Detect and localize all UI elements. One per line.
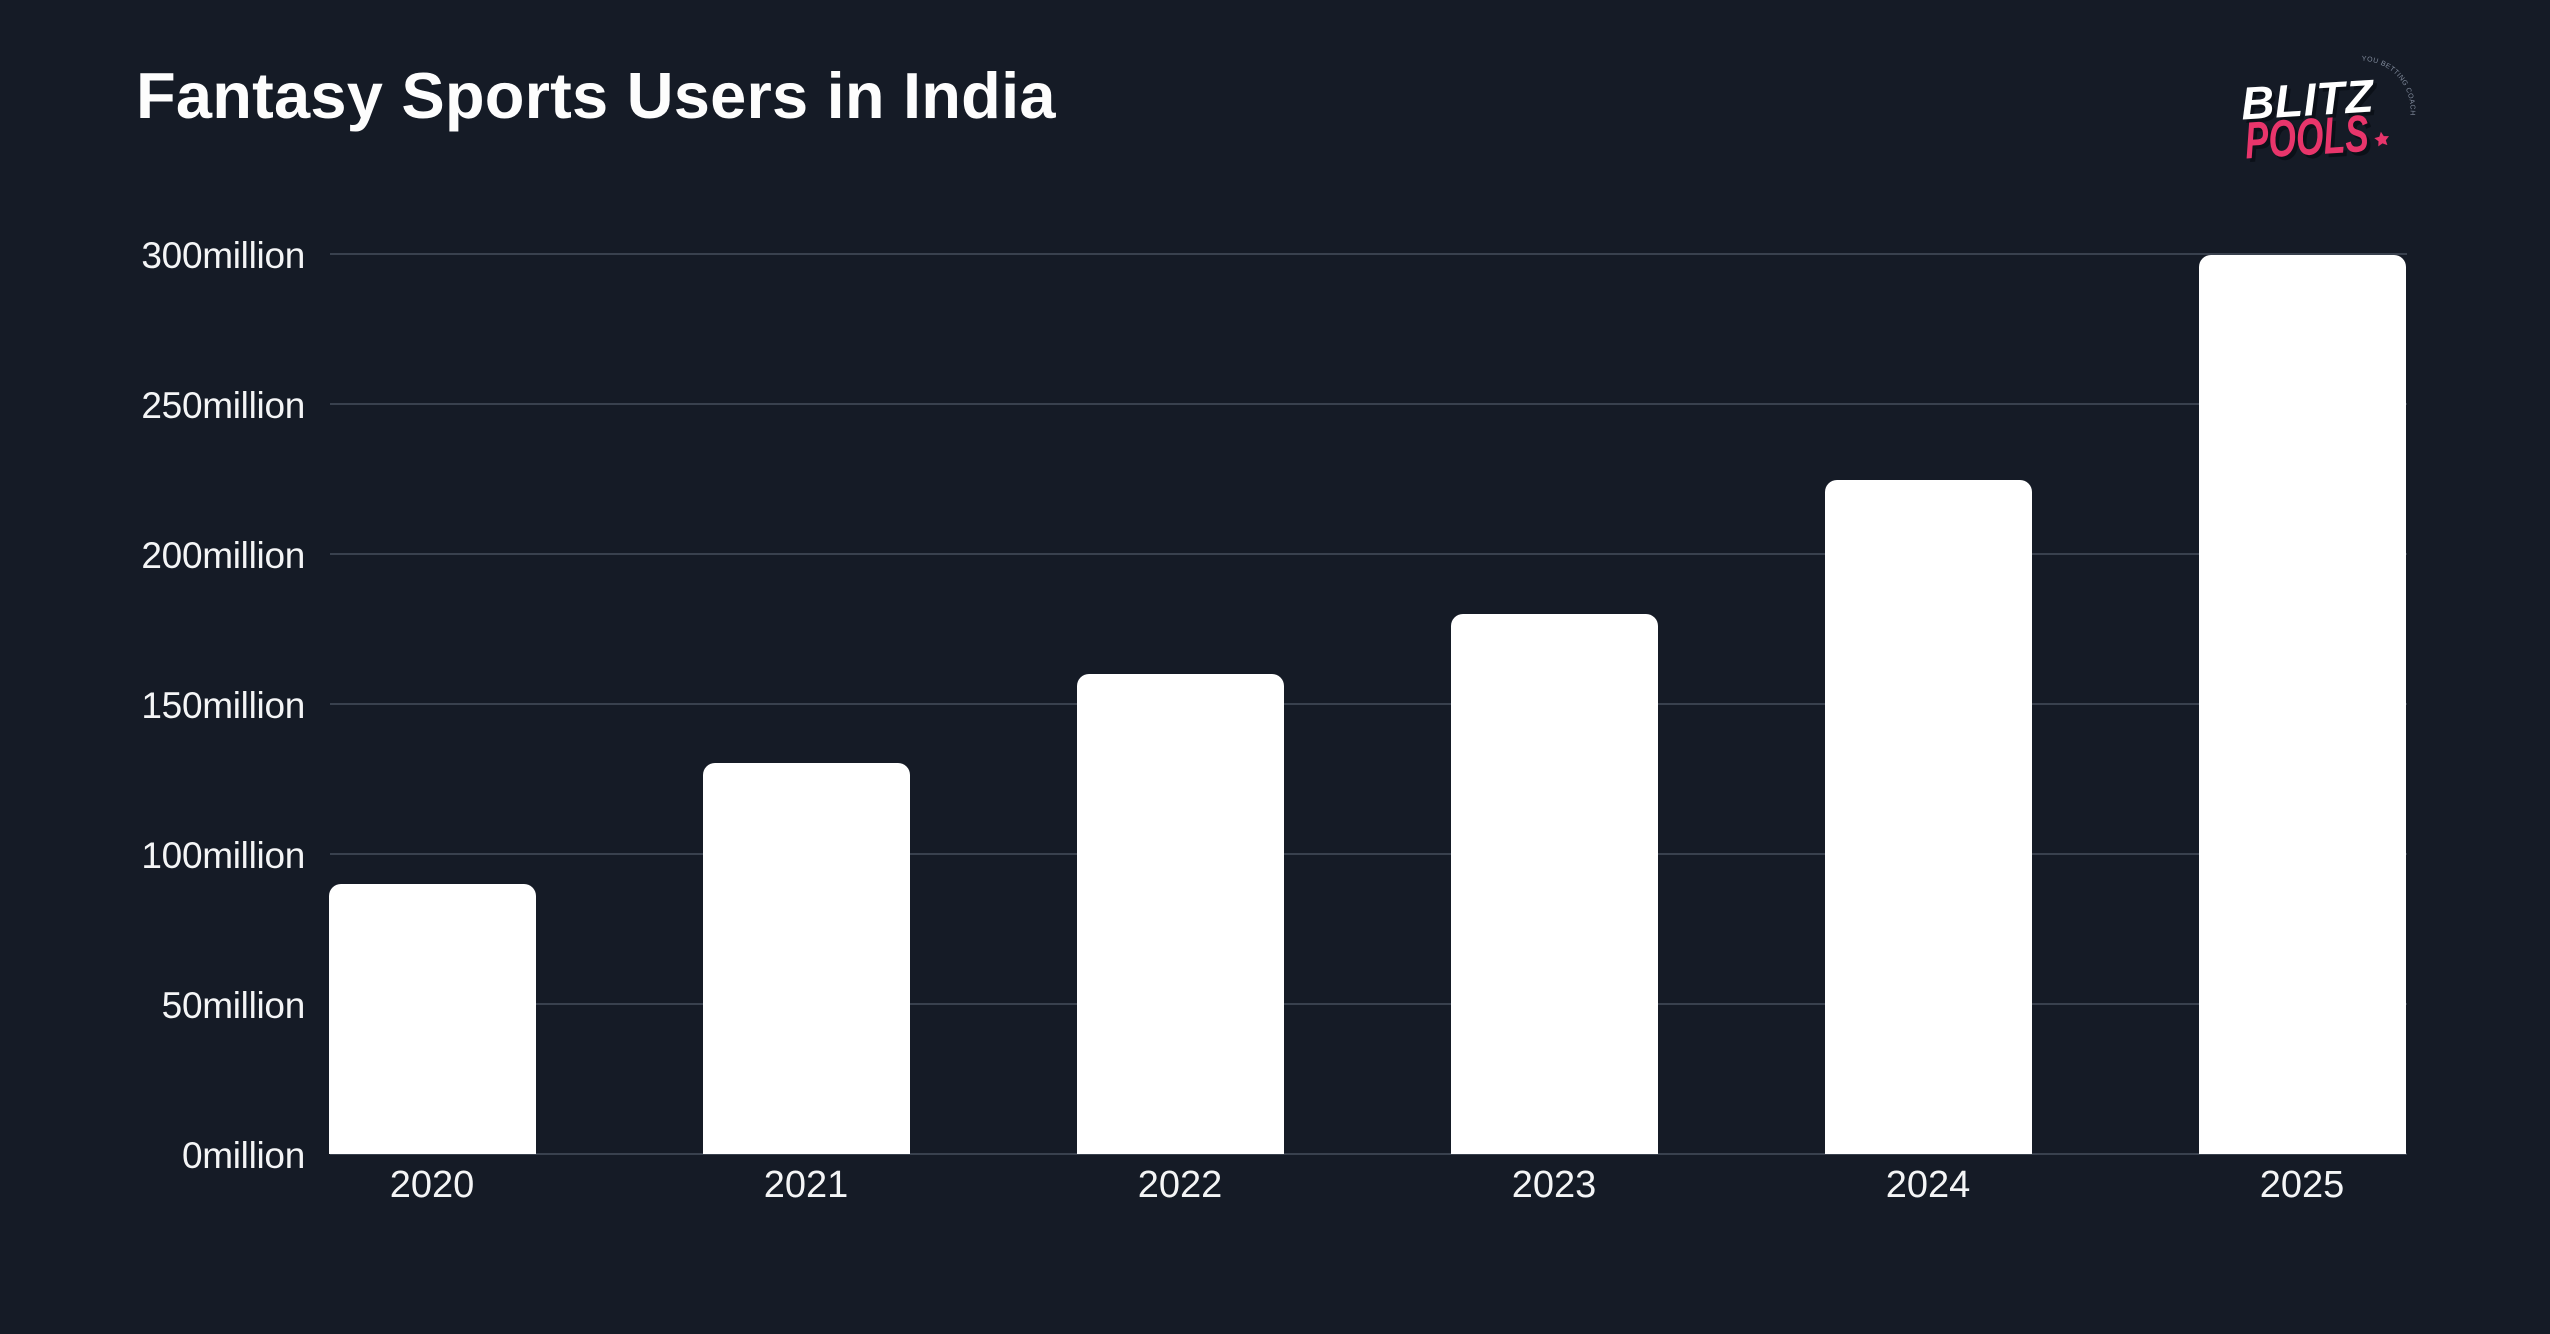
- svg-text:BLITZ: BLITZ: [2243, 73, 2380, 133]
- svg-text:POOLS: POOLS: [2247, 109, 2374, 174]
- svg-text:BLITZ: BLITZ: [2239, 69, 2376, 129]
- svg-text:POOLS: POOLS: [2243, 105, 2370, 170]
